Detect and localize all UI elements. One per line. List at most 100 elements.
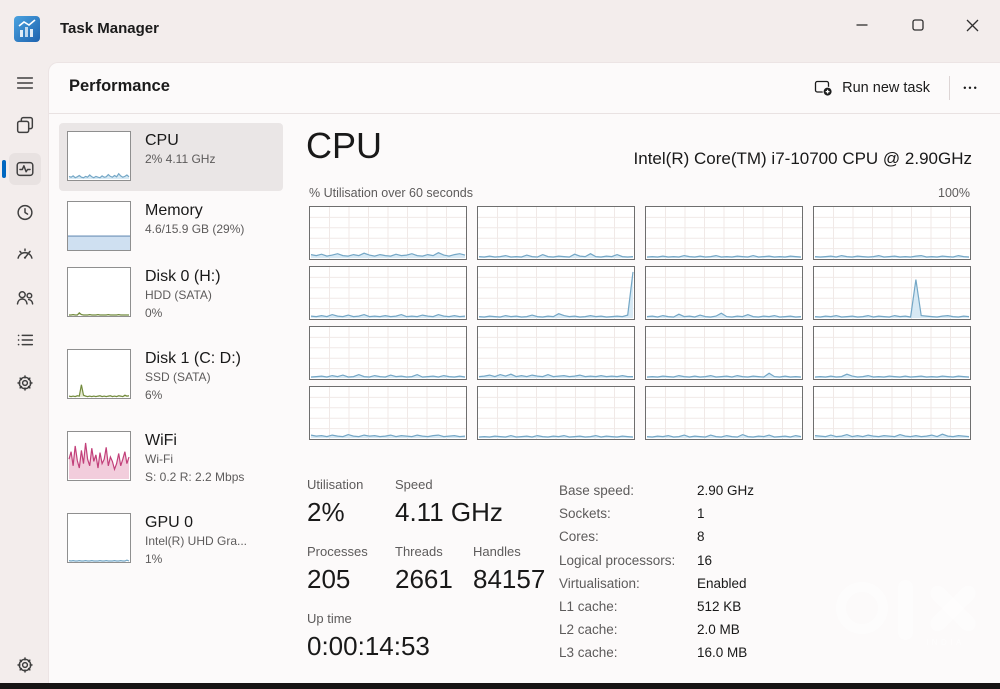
perf-thumb-memory: [67, 201, 131, 251]
users-icon: [16, 291, 34, 305]
cpu-section-title: CPU: [306, 125, 383, 166]
perf-item-subtitle: Wi-Fi: [145, 452, 173, 466]
cpu-core-graph-2: [645, 206, 803, 260]
detail-row: Logical processors: 16: [559, 549, 889, 572]
nav-app-history[interactable]: [9, 196, 41, 228]
header-divider: [49, 113, 1000, 114]
perf-item-disk1[interactable]: Disk 1 (C: D:) SSD (SATA) 6%: [59, 341, 283, 421]
perf-item-subtitle: Intel(R) UHD Gra...: [145, 534, 248, 548]
detail-value: 16: [697, 552, 713, 568]
cpu-details-table: Base speed: 2.90 GHz Sockets: 1 Cores: 8 Logic…: [559, 479, 889, 665]
cpu-core-graph-3: [813, 206, 971, 260]
startup-icon: [17, 248, 33, 259]
stat-threads: Threads 2661: [395, 544, 453, 595]
nav-users[interactable]: [9, 281, 41, 313]
perf-item-subtitle: SSD (SATA): [145, 370, 211, 384]
stat-value: 205: [307, 564, 351, 594]
detail-label: Cores:: [559, 529, 599, 545]
detail-value: 1: [697, 506, 705, 522]
detail-row: Sockets: 1: [559, 502, 889, 525]
nav-menu[interactable]: [9, 67, 41, 99]
header-separator: [949, 76, 950, 100]
cpu-model-name: Intel(R) Core(TM) i7-10700 CPU @ 2.90GHz: [633, 149, 972, 168]
detail-value: Enabled: [697, 575, 747, 591]
perf-item-title: Disk 0 (H:): [145, 268, 221, 285]
detail-label: Base speed:: [559, 483, 635, 499]
selected-indicator: [2, 160, 6, 178]
detail-row: Virtualisation: Enabled: [559, 572, 889, 595]
nav-processes[interactable]: [9, 109, 41, 141]
cpu-core-graph-14: [645, 386, 803, 440]
cpu-core-graph-0: [309, 206, 467, 260]
page-title: Performance: [69, 77, 170, 95]
detail-value: 2.90 GHz: [697, 483, 755, 499]
cpu-core-graph-4: [309, 266, 467, 320]
detail-value: 512 KB: [697, 599, 742, 615]
stat-value: 2%: [307, 497, 345, 527]
processes-icon: [16, 116, 34, 134]
perf-item-gpu0[interactable]: GPU 0 Intel(R) UHD Gra... 1%: [59, 505, 283, 585]
close-button[interactable]: [952, 8, 992, 42]
minimize-button[interactable]: [842, 8, 882, 42]
cpu-core-graph-11: [813, 326, 971, 380]
run-new-task-label: Run new task: [842, 80, 930, 96]
stat-speed: Speed 4.11 GHz: [395, 477, 503, 528]
perf-item-cpu[interactable]: CPU 2% 4.11 GHz: [59, 123, 283, 191]
stat-label: Processes: [307, 544, 368, 559]
nav-services[interactable]: [9, 367, 41, 399]
photo-edge: [0, 683, 1000, 689]
stat-value: 0:00:14:53: [307, 631, 430, 661]
nav-startup-apps[interactable]: [9, 238, 41, 270]
cpu-core-graph-5: [477, 266, 635, 320]
detail-label: Logical processors:: [559, 552, 676, 568]
nav-performance[interactable]: [2, 153, 41, 185]
detail-label: L2 cache:: [559, 622, 618, 638]
perf-thumb-disk0: [67, 267, 131, 317]
minimize-icon: [856, 24, 868, 26]
cpu-core-graph-13: [477, 386, 635, 440]
detail-value: 2.0 MB: [697, 622, 740, 638]
stat-utilisation: Utilisation 2%: [307, 477, 363, 528]
stat-label: Up time: [307, 611, 352, 626]
app-icon-chart-glyph: [18, 19, 36, 37]
perf-item-title: WiFi: [145, 432, 177, 449]
nav-rail: [0, 60, 48, 689]
nav-details[interactable]: [9, 324, 41, 356]
maximize-icon: [912, 19, 924, 31]
cpu-core-graph-15: [813, 386, 971, 440]
performance-icon: [16, 161, 34, 177]
stat-uptime: Up time 0:00:14:53: [307, 611, 430, 662]
menu-icon: [16, 77, 34, 89]
stat-value: 4.11 GHz: [395, 497, 503, 527]
stat-value: 2661: [395, 564, 453, 594]
nav-settings[interactable]: [9, 649, 41, 681]
detail-row: L3 cache: 16.0 MB: [559, 641, 889, 664]
perf-item-title: CPU: [145, 132, 179, 149]
stat-label: Speed: [395, 477, 433, 492]
perf-item-title: Memory: [145, 202, 203, 219]
detail-row: L1 cache: 512 KB: [559, 595, 889, 618]
detail-value: 8: [697, 529, 705, 545]
perf-item-subtitle: HDD (SATA): [145, 288, 212, 302]
detail-row: Base speed: 2.90 GHz: [559, 479, 889, 502]
perf-item-disk0[interactable]: Disk 0 (H:) HDD (SATA) 0%: [59, 259, 283, 339]
services-icon: [17, 375, 33, 391]
stat-handles: Handles 84157: [473, 544, 545, 595]
stat-label: Utilisation: [307, 477, 364, 492]
cpu-core-graph-6: [645, 266, 803, 320]
run-new-task-button[interactable]: Run new task: [806, 74, 938, 102]
perf-item-wifi[interactable]: WiFi Wi-Fi S: 0.2 R: 2.2 Mbps: [59, 423, 283, 503]
more-options-button[interactable]: •••: [963, 83, 979, 93]
perf-item-title: Disk 1 (C: D:): [145, 350, 241, 367]
perf-item-subtitle: 4.6/15.9 GB (29%): [145, 222, 245, 236]
perf-item-memory[interactable]: Memory 4.6/15.9 GB (29%): [59, 193, 283, 257]
perf-item-subtitle: S: 0.2 R: 2.2 Mbps: [145, 469, 245, 484]
cpu-core-graph-grid[interactable]: [309, 206, 971, 440]
perf-item-title: GPU 0: [145, 514, 194, 531]
maximize-button[interactable]: [898, 8, 938, 42]
history-icon: [17, 204, 33, 221]
detail-label: L3 cache:: [559, 645, 618, 661]
detail-row: L2 cache: 2.0 MB: [559, 618, 889, 641]
cpu-core-graph-1: [477, 206, 635, 260]
cpu-core-graph-10: [645, 326, 803, 380]
